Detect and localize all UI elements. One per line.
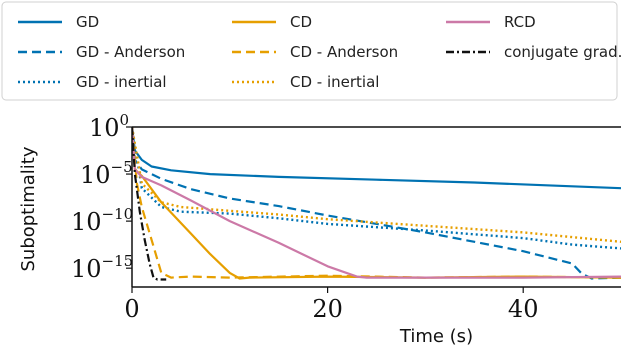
legend-label-cd-inertial: CD - inertial [290,73,379,91]
legend-box [1,1,618,101]
x-tick-label: 0 [124,295,139,323]
legend-label-gd-anderson: GD - Anderson [76,43,185,61]
series-line-rcd [132,126,621,279]
legend-label-gd-inertial: GD - inertial [76,73,167,91]
y-tick-label: 10−15 [71,252,133,283]
x-axis-label: Time (s) [399,326,473,347]
legend-label-cd: CD [290,13,312,31]
axes: 100 10−5 10−10 10−15 0 20 40 Time (s) Suboptimal… [18,111,621,347]
series-line-cd [132,126,621,280]
series-line-cd-anderson [132,126,621,279]
series-line-conjugate-grad [132,126,167,281]
legend: GD GD - Anderson GD - inertial CD CD - Ander… [1,1,621,101]
x-tick-label: 40 [508,295,539,323]
y-tick-label: 10−10 [71,205,133,236]
legend-label-cd-anderson: CD - Anderson [290,43,398,61]
series-line-cd-inertial [132,126,621,243]
legend-label-gd: GD [76,13,99,31]
y-axis-label: Suboptimality [18,146,39,271]
plot-area [132,126,621,281]
series-line-gd-inertial [132,126,621,250]
x-tick-label: 20 [312,295,343,323]
y-tick-label: 100 [89,111,129,142]
series-line-gd-anderson [132,126,621,280]
legend-label-rcd: RCD [504,13,536,31]
series-line-gd [132,126,621,190]
y-tick-label: 10−5 [80,158,133,189]
legend-label-conjugate-grad: conjugate grad. [504,43,621,61]
